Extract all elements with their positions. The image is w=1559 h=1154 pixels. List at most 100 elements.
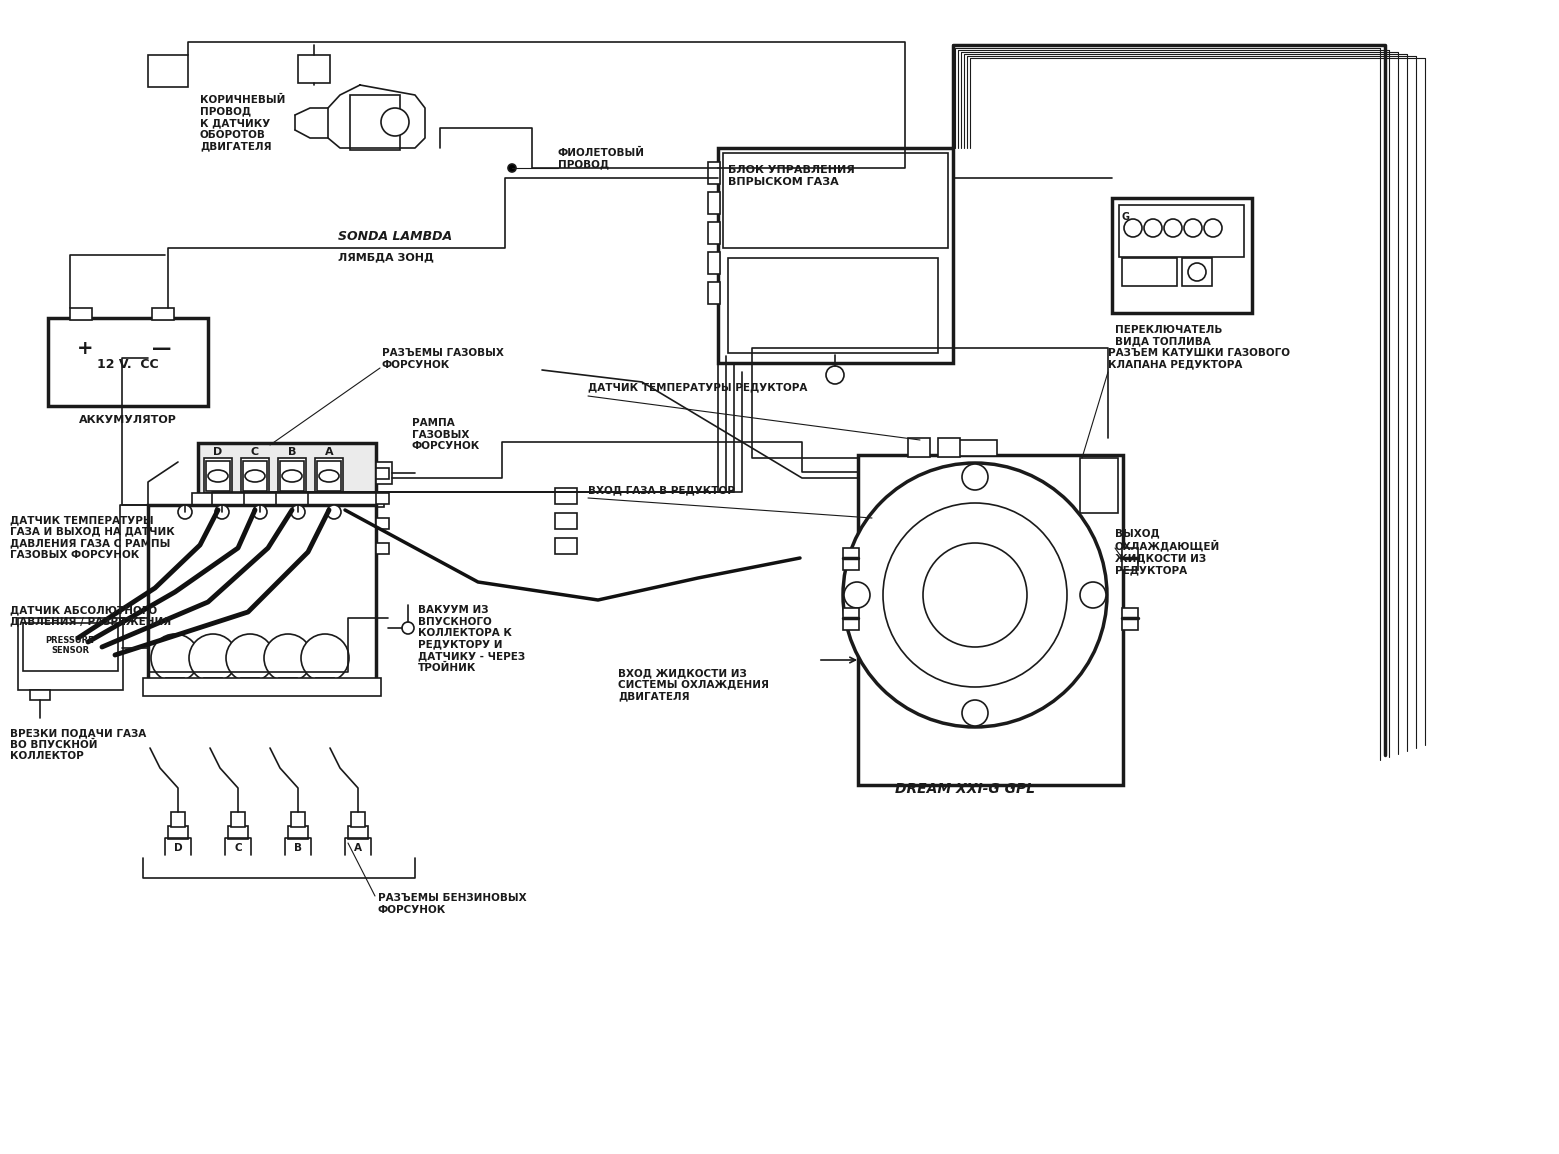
Bar: [315, 458, 343, 493]
Text: C: C: [234, 844, 242, 853]
Bar: [243, 460, 267, 490]
Text: АККУМУЛЯТОР: АККУМУЛЯТОР: [80, 415, 176, 425]
Text: ДАТЧИК ТЕМПЕРАТУРЫ РЕДУКТОРА: ДАТЧИК ТЕМПЕРАТУРЫ РЕДУКТОРА: [588, 382, 808, 392]
Text: ВАКУУМ ИЗ
ВПУСКНОГО
КОЛЛЕКТОРА К
РЕДУКТОРУ И
ДАТЧИКУ - ЧЕРЕЗ
ТРОЙНИК: ВАКУУМ ИЗ ВПУСКНОГО КОЛЛЕКТОРА К РЕДУКТО…: [418, 605, 525, 673]
Text: A: A: [324, 447, 334, 457]
Circle shape: [1144, 219, 1161, 237]
Text: ПЕРЕКЛЮЧАТЕЛЬ
ВИДА ТОПЛИВА: ПЕРЕКЛЮЧАТЕЛЬ ВИДА ТОПЛИВА: [1115, 325, 1222, 346]
Bar: [857, 455, 1122, 785]
Bar: [376, 493, 390, 504]
Bar: [1122, 258, 1177, 286]
Text: 12 V.  CC: 12 V. CC: [97, 359, 159, 372]
Circle shape: [263, 634, 312, 682]
Bar: [555, 514, 577, 529]
Bar: [1119, 205, 1244, 257]
Circle shape: [327, 505, 341, 519]
Bar: [376, 518, 390, 529]
Text: —: —: [153, 338, 171, 358]
Circle shape: [1188, 263, 1207, 282]
Text: ФИОЛЕТОВЫЙ
ПРОВОД: ФИОЛЕТОВЫЙ ПРОВОД: [558, 148, 645, 170]
Circle shape: [253, 505, 267, 519]
Bar: [1080, 458, 1118, 514]
Bar: [278, 458, 306, 493]
Bar: [192, 493, 384, 507]
Circle shape: [292, 505, 306, 519]
Bar: [143, 679, 380, 696]
Bar: [728, 258, 939, 353]
Circle shape: [826, 366, 843, 384]
Bar: [206, 460, 231, 490]
Bar: [719, 148, 953, 364]
Bar: [231, 812, 245, 827]
Bar: [165, 679, 184, 694]
Text: SONDA LAMBDA: SONDA LAMBDA: [338, 230, 452, 243]
Bar: [708, 222, 720, 243]
Bar: [907, 439, 931, 457]
Bar: [70, 308, 92, 320]
Circle shape: [1080, 582, 1105, 608]
Bar: [168, 826, 189, 839]
Bar: [376, 462, 391, 484]
Bar: [348, 826, 368, 839]
Text: БЛОК УПРАВЛЕНИЯ
ВПРЫСКОМ ГАЗА: БЛОК УПРАВЛЕНИЯ ВПРЫСКОМ ГАЗА: [728, 165, 854, 187]
Bar: [30, 690, 50, 700]
Ellipse shape: [245, 470, 265, 482]
Bar: [708, 192, 720, 213]
Bar: [956, 440, 998, 456]
Bar: [292, 812, 306, 827]
Bar: [204, 458, 232, 493]
Bar: [23, 623, 118, 670]
Text: ВЫХОД
ОХЛАЖДАЮЩЕЙ
ЖИДКОСТИ ИЗ
РЕДУКТОРА: ВЫХОД ОХЛАЖДАЮЩЕЙ ЖИДКОСТИ ИЗ РЕДУКТОРА: [1115, 529, 1221, 575]
Bar: [316, 679, 334, 694]
Bar: [555, 538, 577, 554]
Text: C: C: [251, 447, 259, 457]
Text: ВРЕЗКИ ПОДАЧИ ГАЗА
ВО ВПУСКНОЙ
КОЛЛЕКТОР: ВРЕЗКИ ПОДАЧИ ГАЗА ВО ВПУСКНОЙ КОЛЛЕКТОР: [9, 728, 147, 762]
Bar: [708, 252, 720, 273]
Bar: [316, 460, 341, 490]
Text: G: G: [1122, 212, 1130, 222]
Ellipse shape: [282, 470, 302, 482]
Circle shape: [882, 503, 1066, 687]
Circle shape: [151, 634, 200, 682]
Text: КОРИЧНЕВЫЙ
ПРОВОД
К ДАТЧИКУ
ОБОРОТОВ
ДВИГАТЕЛЯ: КОРИЧНЕВЫЙ ПРОВОД К ДАТЧИКУ ОБОРОТОВ ДВИ…: [200, 95, 285, 151]
Circle shape: [962, 700, 988, 726]
Bar: [939, 439, 960, 457]
Bar: [1122, 608, 1138, 630]
Circle shape: [508, 164, 516, 172]
Bar: [298, 55, 331, 83]
Text: D: D: [214, 447, 223, 457]
Bar: [198, 443, 376, 495]
Bar: [351, 95, 401, 150]
Text: РАЗЪЕМЫ ГАЗОВЫХ
ФОРСУНОК: РАЗЪЕМЫ ГАЗОВЫХ ФОРСУНОК: [382, 349, 504, 369]
Bar: [351, 812, 365, 827]
Text: +: +: [76, 338, 94, 358]
Bar: [19, 619, 123, 690]
Text: DREAM XXI-G GPL: DREAM XXI-G GPL: [895, 782, 1035, 796]
Bar: [242, 679, 259, 694]
Circle shape: [215, 505, 229, 519]
Bar: [171, 812, 186, 827]
Circle shape: [301, 634, 349, 682]
Circle shape: [1124, 219, 1143, 237]
Text: D: D: [173, 844, 182, 853]
Bar: [555, 488, 577, 504]
Bar: [708, 282, 720, 304]
Bar: [376, 544, 390, 554]
Bar: [723, 153, 948, 248]
Bar: [843, 548, 859, 570]
Bar: [279, 679, 298, 694]
Ellipse shape: [320, 470, 338, 482]
Text: РАЗЪЕМ КАТУШКИ ГАЗОВОГО
КЛАПАНА РЕДУКТОРА: РАЗЪЕМ КАТУШКИ ГАЗОВОГО КЛАПАНА РЕДУКТОР…: [1108, 349, 1289, 369]
Bar: [151, 308, 175, 320]
Text: РАМПА
ГАЗОВЫХ
ФОРСУНОК: РАМПА ГАЗОВЫХ ФОРСУНОК: [412, 418, 480, 451]
Circle shape: [843, 582, 870, 608]
Bar: [376, 469, 390, 479]
Bar: [288, 826, 309, 839]
Text: A: A: [354, 844, 362, 853]
Text: ЛЯМБДА ЗОНД: ЛЯМБДА ЗОНД: [338, 252, 433, 262]
Circle shape: [843, 463, 1107, 727]
Bar: [1112, 198, 1252, 313]
Text: ВХОД ЖИДКОСТИ ИЗ
СИСТЕМЫ ОХЛАЖДЕНИЯ
ДВИГАТЕЛЯ: ВХОД ЖИДКОСТИ ИЗ СИСТЕМЫ ОХЛАЖДЕНИЯ ДВИГ…: [617, 668, 769, 702]
Text: B: B: [295, 844, 302, 853]
Circle shape: [1204, 219, 1222, 237]
